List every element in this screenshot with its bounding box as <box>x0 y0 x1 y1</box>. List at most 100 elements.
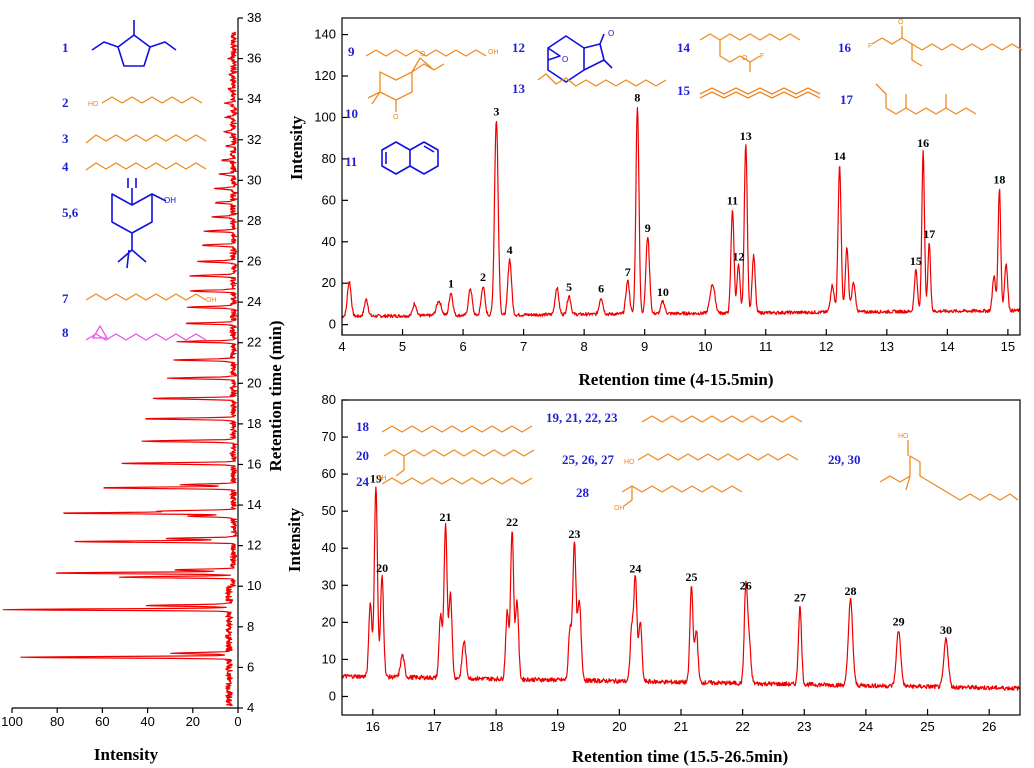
compound-label: 9 <box>348 44 355 59</box>
structure-18 <box>381 425 533 433</box>
ho-atom: HO <box>88 101 99 108</box>
y-tick-label: 16 <box>247 456 261 471</box>
y-tick-label: 14 <box>247 497 261 512</box>
peak-label: 12 <box>733 249 745 263</box>
left-chromatogram-panel: 100 80 60 40 20 04681012141618202224262830323… <box>1 10 285 764</box>
x-tick-label: 20 <box>612 719 626 734</box>
y-tick-label: 120 <box>314 68 336 83</box>
o-atom: O <box>742 55 748 62</box>
compound-label: 28 <box>576 485 590 500</box>
y-tick-label: 20 <box>322 614 336 629</box>
y-tick-label: 60 <box>322 466 336 481</box>
x-tick-label: 23 <box>797 719 811 734</box>
structure-10: O O <box>367 51 445 121</box>
top-compound-labels: 9 10 11 12 13 14 15 16 17 <box>345 40 854 169</box>
x-tick-label: 17 <box>427 719 441 734</box>
structure-12: O O <box>547 29 614 83</box>
y-tick-label: 22 <box>247 335 261 350</box>
compound-label: 12 <box>512 40 525 55</box>
bottom-chromatogram-panel: 16 17 18 19 20 21 22 23 24 25 2601020304050607080 … <box>285 392 1021 766</box>
y-tick-label: 20 <box>322 275 336 290</box>
compound-label: 29, 30 <box>828 452 861 467</box>
peak-label: 24 <box>629 562 641 576</box>
chromatogram-trace <box>341 107 1021 319</box>
compound-label: 2 <box>62 95 69 110</box>
bottom-peak-labels: 19 20 21 22 23 24 25 26 27 28 29 30 <box>370 472 952 637</box>
x-tick-label: 40 <box>140 714 154 729</box>
x-tick-label: 16 <box>366 719 380 734</box>
peak-label: 2 <box>480 270 486 284</box>
structure-15 <box>699 87 821 99</box>
y-tick-label: 10 <box>322 651 336 666</box>
x-tick-label: 100 <box>1 714 23 729</box>
compound-label: 25, 26, 27 <box>562 452 615 467</box>
structure-13 <box>537 73 667 87</box>
peak-label: 21 <box>440 510 452 524</box>
compound-label: 18 <box>356 419 370 434</box>
y-tick-label: 18 <box>247 416 261 431</box>
oh-atom: OH <box>206 297 217 304</box>
y-tick-label: 32 <box>247 132 261 147</box>
peak-label: 6 <box>598 282 604 296</box>
bottom-compound-labels: 18 20 24 19, 21, 22, 23 25, 26, 27 28 29… <box>356 410 861 500</box>
compound-label: 11 <box>345 154 357 169</box>
x-tick-label: 11 <box>759 339 773 354</box>
top-structures: OH O O O O O F F O <box>365 19 1023 175</box>
x-tick-label: 0 <box>234 714 241 729</box>
x-tick-label: 26 <box>982 719 996 734</box>
structure-2: HO <box>88 96 203 108</box>
left-structures: HO OH OH <box>85 20 217 341</box>
ho-atom: HO <box>898 433 909 440</box>
x-tick-label: 8 <box>581 339 588 354</box>
peak-label: 25 <box>685 570 697 584</box>
x-tick-label: 7 <box>520 339 527 354</box>
top-trace-layer <box>341 107 1021 319</box>
plot-frame <box>341 17 1021 336</box>
y-tick-label: 8 <box>247 619 254 634</box>
f-atom: F <box>760 53 764 60</box>
peak-label: 23 <box>568 527 580 541</box>
compound-label: 8 <box>62 325 69 340</box>
peak-label: 18 <box>993 172 1005 186</box>
left-x-axis-title: Intensity <box>94 745 159 764</box>
compound-label: 16 <box>838 40 852 55</box>
bottom-structures: OH HO OH HO <box>376 415 1019 512</box>
peak-label: 1 <box>448 277 454 291</box>
structure-29-30: HO <box>879 433 1019 501</box>
bottom-trace-layer <box>341 486 1021 691</box>
peak-label: 19 <box>370 472 382 486</box>
x-tick-label: 13 <box>880 339 894 354</box>
compound-label: 4 <box>62 159 69 174</box>
oh-atom: OH <box>164 196 176 205</box>
x-tick-label: 20 <box>186 714 200 729</box>
x-tick-label: 18 <box>489 719 503 734</box>
chromatogram-trace <box>2 31 238 707</box>
structure-4 <box>85 162 207 171</box>
o-atom: O <box>608 29 614 38</box>
structure-1 <box>91 20 177 67</box>
x-tick-label: 19 <box>550 719 564 734</box>
peak-label: 22 <box>506 515 518 529</box>
x-tick-label: 9 <box>641 339 648 354</box>
structure-19-21-22-23 <box>641 415 803 423</box>
compound-label: 20 <box>356 448 369 463</box>
compound-label: 10 <box>345 106 358 121</box>
left-trace-layer <box>2 31 238 707</box>
y-tick-label: 34 <box>247 91 261 106</box>
y-tick-label: 30 <box>322 577 336 592</box>
compound-label: 24 <box>356 474 370 489</box>
peak-label: 14 <box>834 149 846 163</box>
peak-label: 7 <box>625 265 631 279</box>
left-y-axis-title: Retention time (min) <box>266 320 285 471</box>
y-tick-label: 80 <box>322 151 336 166</box>
peak-label: 26 <box>740 578 752 592</box>
y-tick-label: 24 <box>247 294 261 309</box>
y-tick-label: 20 <box>247 375 261 390</box>
x-tick-label: 24 <box>859 719 873 734</box>
compound-label: 17 <box>840 92 854 107</box>
y-tick-label: 4 <box>247 700 254 715</box>
o-atom: O <box>898 19 904 26</box>
